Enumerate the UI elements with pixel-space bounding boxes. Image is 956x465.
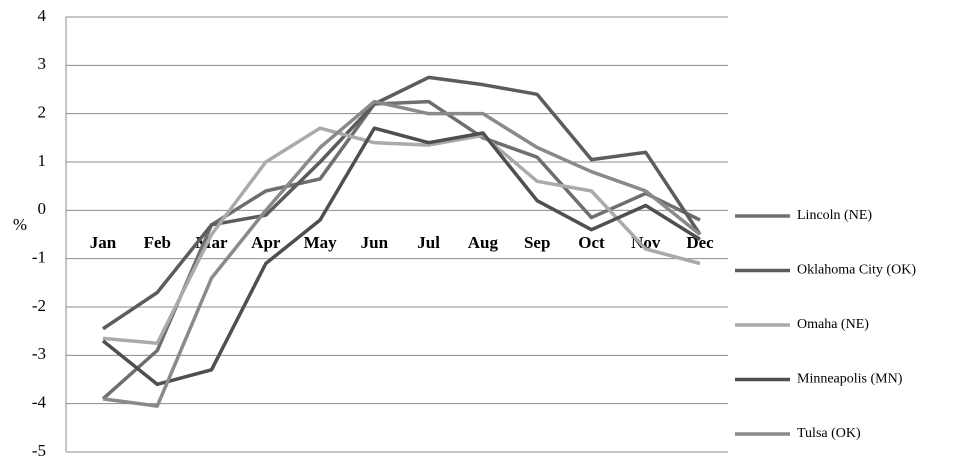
x-tick-label: Sep — [524, 233, 550, 252]
y-tick-label: -3 — [32, 344, 46, 363]
y-tick-label: -2 — [32, 296, 46, 315]
series-line — [101, 99, 701, 401]
y-tick-label: -4 — [32, 393, 47, 412]
x-tick-label: Jan — [90, 233, 117, 252]
y-tick-label: -1 — [32, 248, 46, 267]
x-tick-label: Jul — [417, 233, 440, 252]
legend-label: Oklahoma City (OK) — [797, 263, 916, 278]
x-tick-label: Oct — [578, 233, 605, 252]
legend-label: Lincoln (NE) — [797, 208, 872, 223]
x-tick-label: Apr — [251, 233, 281, 252]
legend-label: Minneapolis (MN) — [797, 372, 903, 387]
x-tick-label: Feb — [144, 233, 171, 252]
series-line — [102, 75, 702, 331]
y-axis-label: % — [13, 215, 27, 234]
y-tick-label: -5 — [32, 441, 46, 460]
x-tick-label: Jun — [361, 233, 389, 252]
x-tick-label: Aug — [468, 233, 499, 252]
y-tick-label: 2 — [38, 103, 47, 122]
legend-label: Omaha (NE) — [797, 317, 869, 332]
series-line — [101, 126, 701, 387]
x-tick-label: Nov — [631, 233, 661, 252]
y-tick-label: 0 — [38, 199, 47, 218]
series-line — [102, 126, 701, 345]
series-line — [102, 99, 702, 408]
x-tick-label: May — [304, 233, 338, 252]
y-tick-label: 1 — [38, 151, 47, 170]
y-tick-label: 3 — [38, 54, 47, 73]
x-tick-label: Dec — [686, 233, 714, 252]
y-tick-label: 4 — [38, 6, 47, 25]
legend-label: Tulsa (OK) — [797, 426, 861, 441]
